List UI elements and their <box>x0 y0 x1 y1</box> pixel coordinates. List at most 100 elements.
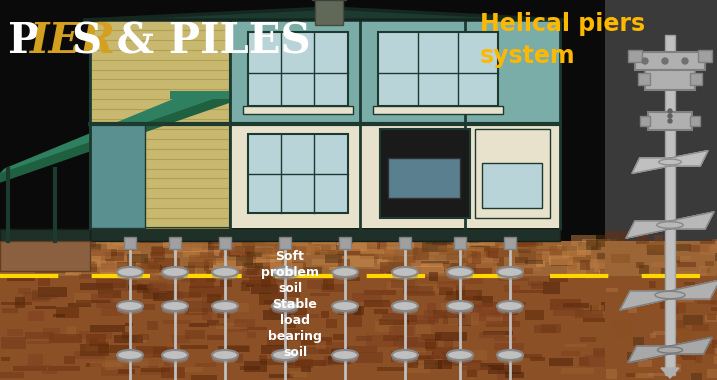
Bar <box>353 269 384 277</box>
Bar <box>566 263 586 275</box>
Ellipse shape <box>497 301 523 311</box>
Ellipse shape <box>212 306 238 314</box>
Bar <box>449 283 464 288</box>
Bar <box>148 284 179 294</box>
Bar <box>469 310 491 313</box>
Polygon shape <box>661 368 679 378</box>
Bar <box>605 276 717 380</box>
Bar <box>62 236 84 246</box>
Bar <box>328 356 351 364</box>
Bar <box>362 239 372 244</box>
Bar <box>375 321 393 332</box>
Bar <box>138 284 153 293</box>
Bar <box>243 106 353 114</box>
Bar <box>498 278 528 281</box>
Bar <box>435 332 467 341</box>
Bar <box>646 242 664 250</box>
Bar <box>317 342 346 350</box>
Bar <box>246 256 256 264</box>
Bar <box>468 258 500 263</box>
Bar <box>470 304 483 312</box>
Bar <box>475 129 550 218</box>
Ellipse shape <box>272 267 298 277</box>
Bar <box>412 352 435 361</box>
Bar <box>467 370 477 377</box>
Bar <box>53 314 65 317</box>
Bar <box>504 285 520 292</box>
Bar <box>181 275 196 282</box>
Bar <box>672 256 691 260</box>
Bar <box>100 307 123 316</box>
Bar <box>677 262 696 268</box>
Bar <box>391 351 409 362</box>
Bar <box>136 231 143 242</box>
Bar <box>696 301 716 304</box>
Bar <box>113 283 143 291</box>
Bar <box>146 321 158 330</box>
Bar <box>467 361 481 371</box>
Bar <box>74 293 91 305</box>
Bar <box>424 359 442 369</box>
Bar <box>265 249 283 256</box>
Bar <box>114 256 141 266</box>
Bar <box>404 287 432 294</box>
Bar <box>108 238 137 250</box>
Bar <box>391 280 415 288</box>
Bar <box>374 236 399 242</box>
Bar <box>89 339 98 342</box>
Bar <box>460 360 481 363</box>
Polygon shape <box>626 221 670 238</box>
Bar <box>125 323 133 326</box>
Bar <box>206 323 224 326</box>
Bar <box>414 260 447 270</box>
Bar <box>549 256 573 265</box>
Bar <box>7 274 35 280</box>
Bar <box>444 298 478 301</box>
Bar <box>244 361 267 372</box>
Bar <box>695 369 712 374</box>
Bar <box>224 260 253 268</box>
Bar <box>200 238 208 243</box>
Bar <box>456 285 465 296</box>
Bar <box>263 255 288 264</box>
Bar <box>366 232 392 244</box>
Bar <box>429 272 438 281</box>
Bar <box>364 290 396 295</box>
Bar <box>639 264 649 274</box>
Bar <box>38 287 67 297</box>
Bar <box>27 365 51 369</box>
Polygon shape <box>85 8 565 20</box>
Bar <box>653 331 670 335</box>
Bar <box>543 255 569 260</box>
Bar <box>152 246 173 254</box>
Bar <box>99 261 129 270</box>
Bar <box>444 355 471 366</box>
Bar <box>228 271 245 275</box>
Bar <box>118 369 135 374</box>
Bar <box>242 252 255 257</box>
Ellipse shape <box>162 301 188 311</box>
Bar <box>568 260 577 270</box>
Ellipse shape <box>392 350 418 360</box>
Ellipse shape <box>117 267 143 277</box>
Bar <box>190 277 214 288</box>
Ellipse shape <box>392 272 418 280</box>
Bar <box>20 255 45 264</box>
Bar <box>3 250 16 254</box>
Bar <box>427 303 437 314</box>
Bar <box>628 293 636 298</box>
Bar <box>379 242 404 247</box>
Bar <box>163 320 191 324</box>
Bar <box>324 356 341 361</box>
Ellipse shape <box>212 272 238 280</box>
Bar <box>285 262 306 270</box>
Ellipse shape <box>447 272 473 280</box>
Bar <box>140 234 166 243</box>
Bar <box>699 344 714 354</box>
Bar <box>432 310 465 318</box>
Bar <box>149 265 162 271</box>
Bar <box>468 310 500 317</box>
Bar <box>460 350 487 361</box>
Bar <box>191 375 217 380</box>
Bar <box>472 252 481 264</box>
